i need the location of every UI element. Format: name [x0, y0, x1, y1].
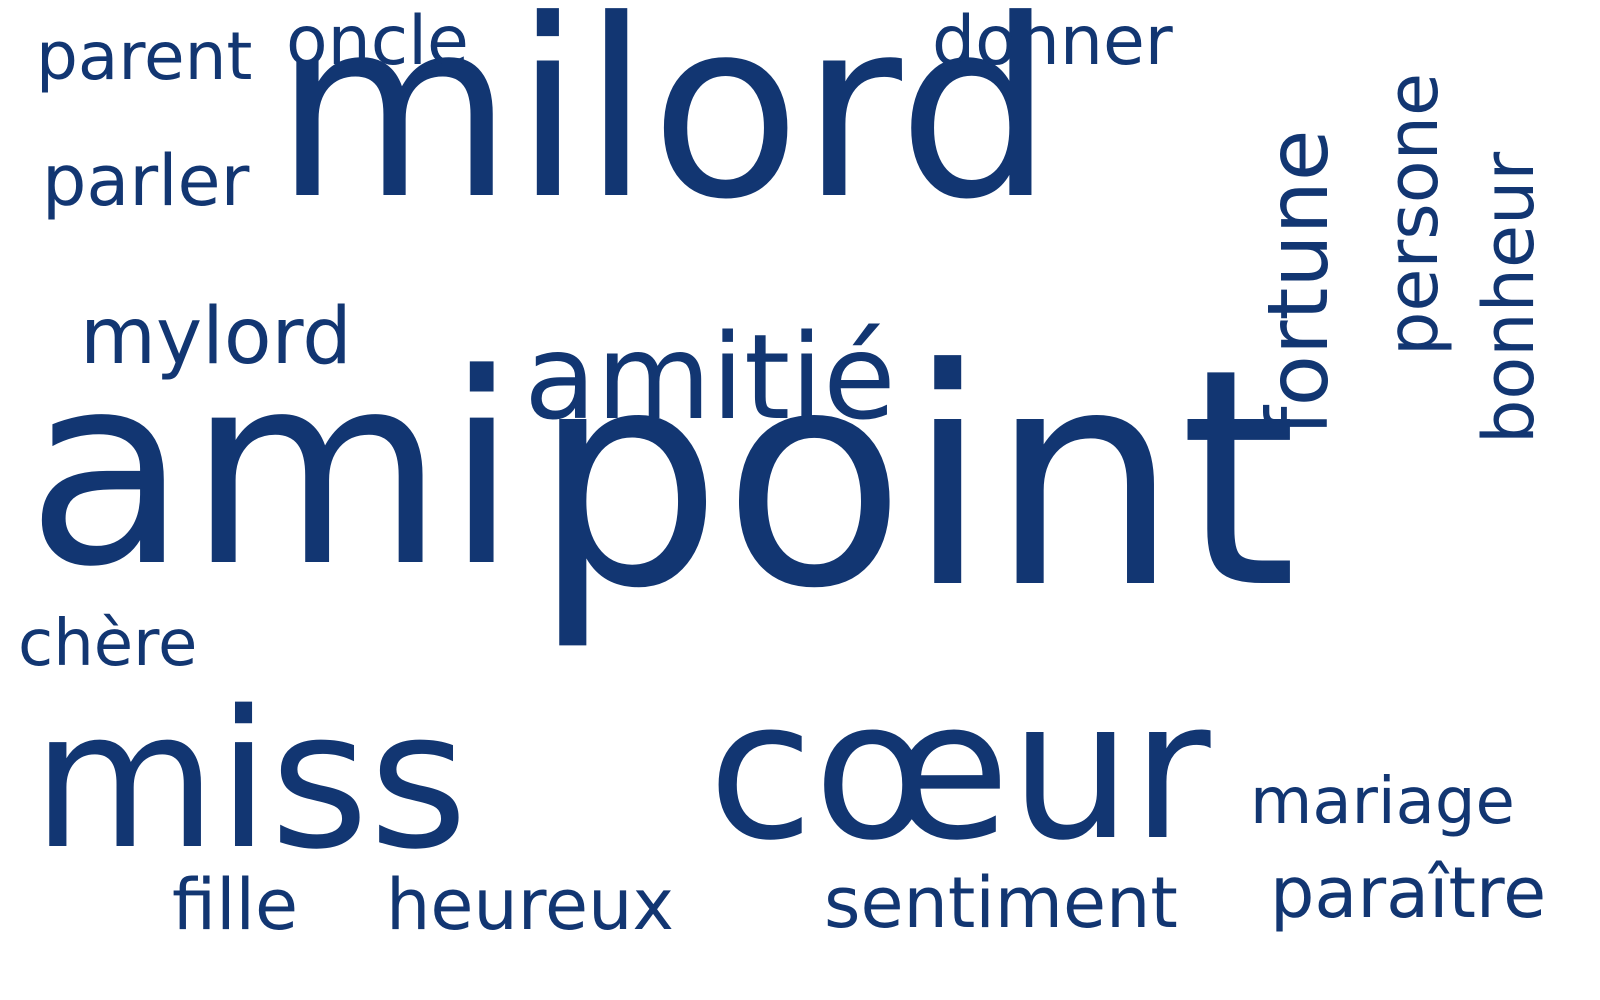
word-point: point [532, 305, 1298, 654]
word-amitie: amitié [524, 308, 896, 446]
word-persone: persone [1372, 72, 1454, 356]
word-paraitre: paraître [1270, 852, 1547, 934]
word-miss: miss [32, 670, 468, 891]
word-heureux: heureux [386, 864, 674, 946]
word-oncle: oncle [286, 2, 469, 81]
word-sentiment: sentiment [824, 862, 1178, 944]
word-bonheur: bonheur [1468, 151, 1550, 444]
word-mariage: mariage [1250, 765, 1515, 839]
word-parler: parler [42, 140, 250, 222]
word-mylord: mylord [80, 292, 352, 382]
word-coeur: cœur [708, 660, 1211, 883]
word-ami: ami [26, 318, 519, 625]
word-chere: chère [18, 607, 198, 681]
word-parent: parent [36, 18, 253, 95]
word-fortune: fortune [1249, 129, 1347, 436]
word-fille: fille [172, 864, 299, 946]
word-donner: donner [932, 2, 1173, 81]
word-milord: milord [274, 0, 1054, 254]
